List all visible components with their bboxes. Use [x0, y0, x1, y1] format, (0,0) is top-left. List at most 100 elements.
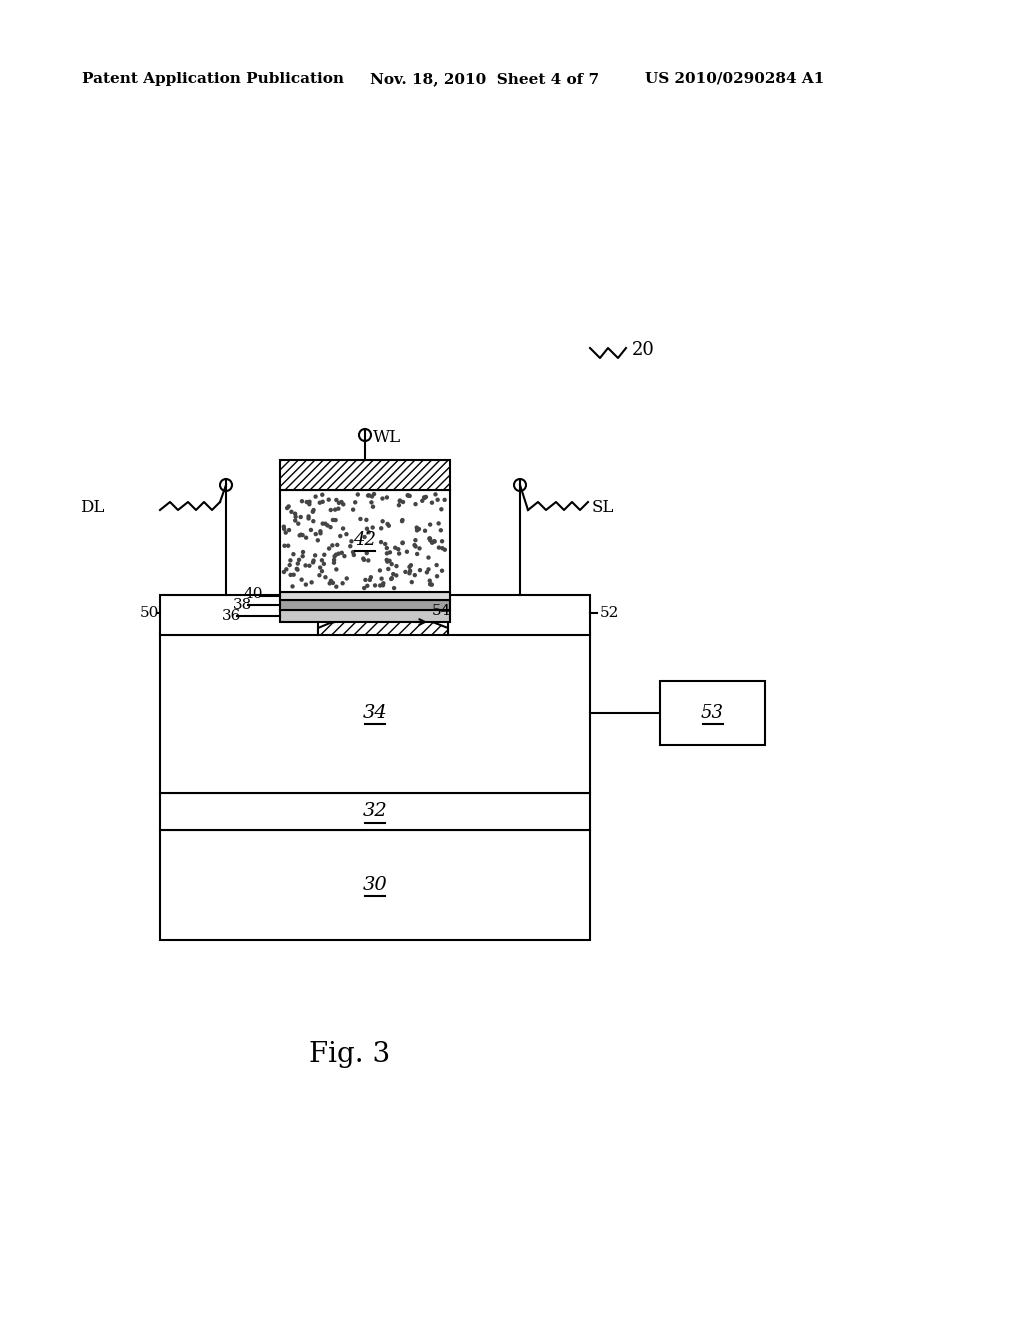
Circle shape [496, 602, 501, 606]
Circle shape [389, 576, 394, 581]
Circle shape [531, 628, 537, 634]
Circle shape [559, 602, 563, 606]
Circle shape [505, 611, 509, 615]
Circle shape [217, 620, 221, 624]
Circle shape [408, 572, 412, 576]
Circle shape [348, 544, 352, 548]
Circle shape [522, 602, 527, 606]
Circle shape [432, 539, 436, 544]
Bar [280, 601, 450, 610]
Circle shape [321, 499, 325, 504]
Bar [280, 610, 450, 622]
Circle shape [333, 554, 337, 558]
Circle shape [234, 611, 240, 615]
Circle shape [340, 550, 344, 554]
Circle shape [163, 620, 167, 624]
Circle shape [428, 582, 432, 586]
Circle shape [413, 543, 417, 548]
Circle shape [322, 561, 326, 566]
Circle shape [400, 541, 404, 545]
Circle shape [199, 602, 203, 606]
Circle shape [418, 568, 422, 573]
Circle shape [410, 579, 414, 585]
Circle shape [311, 519, 315, 524]
Circle shape [385, 495, 389, 499]
Circle shape [333, 507, 337, 512]
Circle shape [262, 620, 266, 624]
Text: WL: WL [373, 429, 401, 446]
Circle shape [430, 582, 434, 587]
Circle shape [531, 602, 537, 606]
Circle shape [225, 602, 230, 606]
Circle shape [327, 498, 331, 502]
Circle shape [414, 544, 418, 549]
Text: 30: 30 [362, 876, 387, 894]
Circle shape [288, 558, 293, 562]
Circle shape [451, 611, 456, 615]
Circle shape [331, 517, 335, 523]
Circle shape [424, 495, 428, 499]
Circle shape [522, 620, 527, 624]
Circle shape [270, 620, 275, 624]
Circle shape [181, 628, 185, 634]
Circle shape [285, 506, 290, 511]
Circle shape [428, 539, 432, 543]
Circle shape [293, 512, 297, 516]
Circle shape [289, 620, 293, 624]
Circle shape [330, 543, 335, 548]
Circle shape [262, 602, 266, 606]
Circle shape [451, 602, 456, 606]
Circle shape [297, 533, 302, 537]
Circle shape [426, 556, 431, 560]
Bar [160, 830, 590, 940]
Circle shape [344, 532, 348, 536]
Circle shape [319, 569, 325, 573]
Circle shape [299, 532, 303, 537]
Circle shape [313, 553, 317, 557]
Circle shape [163, 628, 167, 634]
Circle shape [567, 620, 572, 624]
Circle shape [541, 620, 545, 624]
Circle shape [172, 620, 176, 624]
Circle shape [280, 620, 285, 624]
Bar [160, 793, 590, 830]
Circle shape [291, 585, 295, 589]
Circle shape [262, 611, 266, 615]
Circle shape [321, 492, 325, 496]
Circle shape [163, 611, 167, 615]
Circle shape [440, 539, 444, 544]
Circle shape [440, 546, 444, 550]
Circle shape [244, 620, 248, 624]
Circle shape [355, 492, 360, 496]
Bar [280, 591, 450, 601]
Circle shape [371, 525, 375, 529]
Circle shape [344, 577, 349, 581]
Circle shape [408, 569, 413, 573]
Circle shape [406, 494, 410, 498]
Circle shape [559, 611, 563, 615]
Circle shape [428, 536, 432, 541]
Circle shape [329, 578, 333, 583]
Circle shape [334, 585, 339, 589]
Circle shape [383, 541, 387, 546]
Circle shape [331, 581, 335, 585]
Circle shape [440, 569, 444, 573]
Circle shape [385, 521, 390, 527]
Circle shape [435, 498, 440, 502]
Circle shape [428, 578, 432, 583]
Circle shape [309, 581, 313, 585]
Circle shape [253, 602, 257, 606]
Circle shape [225, 620, 230, 624]
Circle shape [307, 502, 311, 507]
Circle shape [381, 581, 386, 586]
Circle shape [486, 611, 492, 615]
Circle shape [306, 515, 310, 519]
Circle shape [422, 496, 427, 500]
Circle shape [338, 533, 342, 539]
Circle shape [326, 523, 330, 528]
Text: 36: 36 [222, 609, 242, 623]
Circle shape [559, 620, 563, 624]
Circle shape [400, 500, 406, 504]
Circle shape [371, 504, 375, 510]
Circle shape [422, 495, 426, 499]
